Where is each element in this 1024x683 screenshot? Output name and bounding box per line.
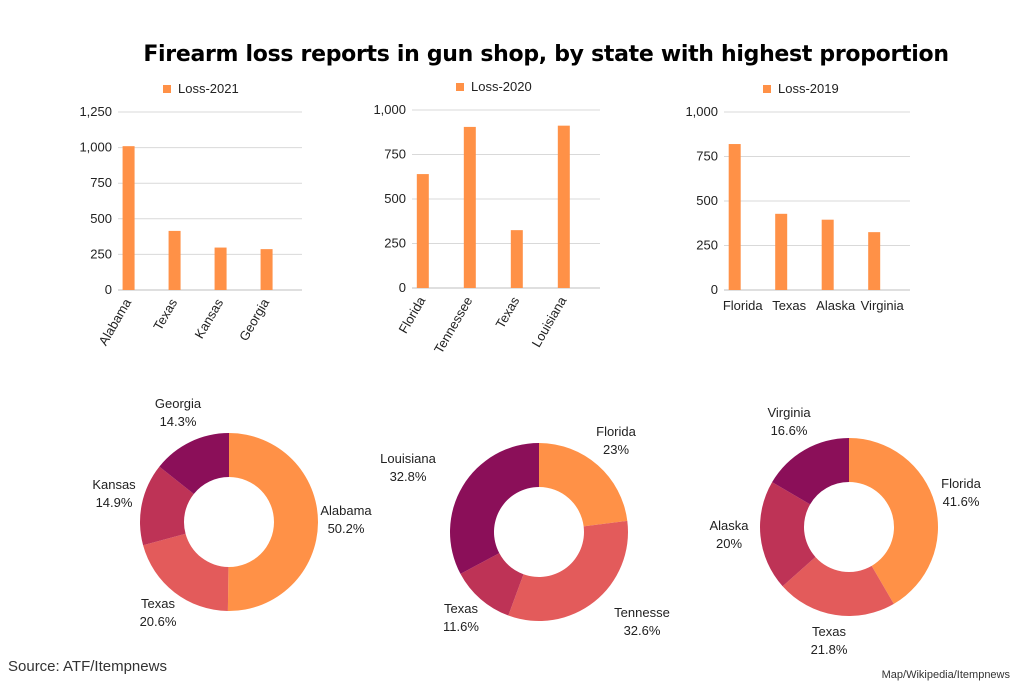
y-tick-label: 1,000 <box>685 104 718 119</box>
donut-slice <box>140 466 194 546</box>
donut-slice <box>849 438 938 604</box>
slice-label: Tennesse <box>614 605 670 620</box>
x-tick-label: Kansas <box>192 296 227 341</box>
y-tick-label: 750 <box>384 147 406 162</box>
donut-slice <box>143 533 229 611</box>
credit-note: Map/Wikipedia/Itempnews <box>881 669 1010 681</box>
slice-percent: 14.9% <box>96 495 133 510</box>
bar <box>416 174 429 288</box>
bar <box>122 146 135 290</box>
y-tick-label: 0 <box>711 282 718 297</box>
y-tick-label: 1,000 <box>373 102 406 117</box>
bar <box>214 247 227 290</box>
x-tick-label: Georgia <box>236 295 272 343</box>
slice-percent: 50.2% <box>328 521 365 536</box>
x-tick-label: Tennessee <box>431 294 475 356</box>
slice-percent: 16.6% <box>771 423 808 438</box>
bar <box>260 249 273 290</box>
x-tick-label: Florida <box>396 293 429 336</box>
slice-label: Florida <box>941 476 982 491</box>
bar <box>557 125 570 288</box>
slice-label: Texas <box>812 624 846 639</box>
y-tick-label: 750 <box>90 175 112 190</box>
slice-percent: 20% <box>716 536 742 551</box>
donut-slice <box>460 553 524 616</box>
legend-swatch <box>163 85 171 93</box>
y-tick-label: 1,250 <box>79 104 112 119</box>
y-tick-label: 0 <box>105 282 112 297</box>
y-tick-label: 500 <box>696 193 718 208</box>
donut-slice <box>772 438 849 505</box>
donut-slice <box>508 520 628 622</box>
legend-label: Loss-2019 <box>778 81 839 96</box>
slice-percent: 21.8% <box>811 642 848 657</box>
slice-label: Virginia <box>767 405 811 420</box>
slice-label: Alaska <box>709 518 749 533</box>
bar-chart-3: 0 250 500 750 1,000 Loss-2019 Florida Texas Alas… <box>685 81 910 313</box>
y-tick-label: 1,000 <box>79 140 112 155</box>
y-tick-label: 250 <box>384 236 406 251</box>
legend-label: Loss-2020 <box>471 79 532 94</box>
x-tick-label: Texas <box>150 296 180 333</box>
donut-chart-1: Alabama 50.2% Texas 20.6% Kansas 14.9% Georgia… <box>92 396 372 629</box>
donut-slice <box>227 433 318 611</box>
slice-label: Georgia <box>155 396 202 411</box>
slice-percent: 32.6% <box>624 623 661 638</box>
donut-chart-2: Florida 23% Tennesse 32.6% Texas 11.6% Louisia… <box>380 424 670 638</box>
slice-percent: 32.8% <box>390 469 427 484</box>
x-tick-label: Louisiana <box>529 293 570 349</box>
slice-label: Alabama <box>320 503 372 518</box>
donut-slice <box>760 482 816 587</box>
bar <box>775 213 788 290</box>
bar <box>821 219 834 290</box>
x-tick-label: Texas <box>492 294 522 331</box>
donut-slice <box>159 433 229 494</box>
x-tick-label: Florida <box>723 298 764 313</box>
bar <box>728 144 741 290</box>
slice-percent: 11.6% <box>443 619 479 634</box>
legend-swatch <box>763 85 771 93</box>
x-tick-label: Texas <box>772 298 806 313</box>
legend-label: Loss-2021 <box>178 81 239 96</box>
slice-label: Texas <box>444 601 478 616</box>
slice-percent: 14.3% <box>160 414 197 429</box>
y-tick-label: 0 <box>399 280 406 295</box>
slice-percent: 23% <box>603 442 629 457</box>
donut-slice <box>449 443 539 574</box>
slice-label: Kansas <box>92 477 136 492</box>
bar <box>168 230 181 290</box>
legend-swatch <box>456 83 464 91</box>
slice-percent: 20.6% <box>140 614 177 629</box>
slice-label: Florida <box>596 424 637 439</box>
bar-chart-1: 0 250 500 750 1,000 1,250 Loss-2021 Alabama Texa… <box>79 81 302 348</box>
x-tick-label: Virginia <box>861 298 905 313</box>
y-tick-label: 250 <box>696 238 718 253</box>
y-tick-label: 250 <box>90 246 112 261</box>
x-tick-label: Alaska <box>816 298 856 313</box>
donut-slice <box>539 443 628 527</box>
chart-title: Firearm loss reports in gun shop, by sta… <box>143 42 949 67</box>
bar <box>463 126 476 288</box>
y-tick-label: 500 <box>90 211 112 226</box>
bar-chart-2: 0 250 500 750 1,000 Loss-2020 Florida Tennessee… <box>373 79 600 356</box>
slice-percent: 41.6% <box>943 494 980 509</box>
slice-label: Texas <box>141 596 175 611</box>
bar <box>868 232 881 290</box>
slice-label: Louisiana <box>380 451 436 466</box>
x-tick-label: Alabama <box>96 295 135 348</box>
donut-slice <box>782 556 894 616</box>
bar <box>510 230 523 288</box>
y-tick-label: 500 <box>384 191 406 206</box>
y-tick-label: 750 <box>696 149 718 164</box>
donut-chart-3: Florida 41.6% Texas 21.8% Alaska 20% Virginia 1… <box>709 405 981 657</box>
source-note: Source: ATF/Itempnews <box>8 658 167 675</box>
